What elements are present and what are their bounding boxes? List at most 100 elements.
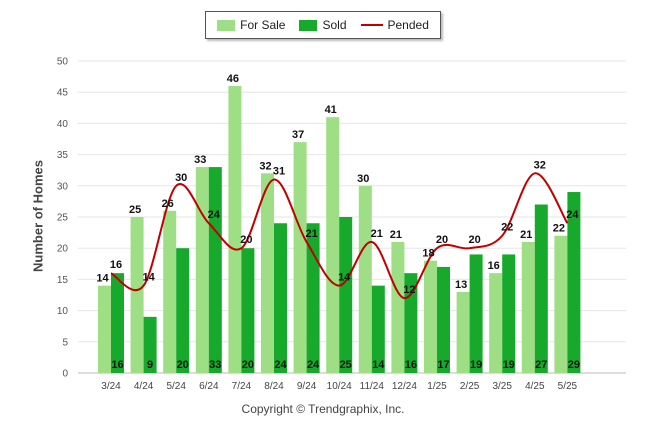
label-pended: 24 (566, 209, 579, 221)
x-tick-label: 3/24 (101, 381, 121, 392)
label-for-sale: 22 (553, 223, 565, 235)
label-for-sale: 13 (455, 279, 467, 291)
x-tick-label: 5/25 (558, 381, 578, 392)
bar-for-sale[interactable] (293, 142, 307, 373)
bar-sold[interactable] (274, 223, 287, 373)
label-for-sale: 30 (357, 173, 369, 185)
label-pended: 31 (273, 166, 285, 178)
bar-sold[interactable] (176, 248, 190, 373)
bar-for-sale[interactable] (554, 235, 568, 373)
y-axis-title: Number of Homes (30, 160, 46, 272)
y-tick-label: 40 (57, 119, 69, 130)
label-sold: 17 (437, 359, 449, 371)
bar-sold[interactable] (208, 167, 222, 373)
x-tick-label: 2/25 (460, 381, 480, 392)
label-for-sale: 25 (129, 204, 141, 216)
bar-for-sale[interactable] (195, 167, 209, 373)
legend-item-sold[interactable]: Sold (299, 18, 347, 32)
label-sold: 16 (111, 359, 123, 371)
label-sold: 24 (274, 359, 287, 371)
bar-sold[interactable] (437, 266, 450, 373)
x-tick-label: 6/24 (199, 381, 219, 392)
bar-for-sale[interactable] (358, 185, 372, 373)
label-for-sale: 21 (390, 229, 402, 241)
label-pended: 20 (240, 234, 252, 246)
y-tick-label: 35 (57, 150, 69, 161)
bar-for-sale[interactable] (228, 85, 242, 374)
legend-item-for-sale[interactable]: For Sale (217, 18, 285, 32)
label-for-sale: 37 (292, 129, 304, 141)
y-tick-label: 0 (62, 369, 68, 380)
label-pended: 14 (142, 272, 155, 284)
data-labels: 1416162591426203033332446202032243137242… (96, 73, 580, 371)
x-axis-tick-labels: 3/24 4/24 5/24 6/24 7/24 8/24 9/24 10/24 11/24 12… (101, 381, 577, 392)
x-tick-label: 12/24 (392, 381, 417, 392)
bar-sold[interactable] (567, 192, 581, 373)
bar-for-sale[interactable] (521, 241, 535, 373)
bar-sold[interactable] (371, 285, 385, 373)
sold-swatch-icon (299, 19, 318, 31)
label-pended: 30 (175, 172, 187, 184)
bar-sold[interactable] (502, 254, 516, 373)
bar-sold[interactable] (469, 254, 483, 373)
label-sold: 20 (242, 359, 254, 371)
label-for-sale: 32 (259, 160, 271, 172)
bar-sold[interactable] (339, 217, 353, 373)
y-tick-label: 15 (57, 275, 69, 286)
label-for-sale: 26 (162, 198, 174, 210)
label-sold: 20 (177, 359, 189, 371)
label-sold: 19 (470, 359, 482, 371)
label-pended: 20 (436, 234, 448, 246)
bar-for-sale[interactable] (130, 217, 144, 373)
bar-sold[interactable] (241, 248, 255, 373)
label-for-sale: 18 (422, 248, 434, 260)
x-tick-label: 10/24 (327, 381, 352, 392)
label-sold: 29 (568, 359, 580, 371)
x-tick-label: 7/24 (232, 381, 252, 392)
label-sold: 24 (307, 359, 320, 371)
label-for-sale: 41 (325, 104, 337, 116)
pended-line-layer (110, 172, 569, 300)
label-for-sale: 33 (194, 154, 206, 166)
label-pended: 16 (110, 259, 122, 271)
legend-item-pended[interactable]: Pended (360, 18, 429, 32)
label-sold: 19 (503, 359, 515, 371)
y-tick-label: 45 (57, 88, 69, 99)
label-for-sale: 16 (488, 260, 500, 272)
bar-for-sale[interactable] (456, 291, 470, 373)
pended-line[interactable] (110, 172, 569, 300)
bar-for-sale[interactable] (98, 285, 111, 373)
x-tick-label: 1/25 (427, 381, 447, 392)
y-tick-label: 50 (57, 57, 69, 68)
bar-for-sale[interactable] (326, 117, 340, 373)
bar-for-sale[interactable] (424, 260, 437, 373)
label-pended: 21 (371, 228, 383, 240)
label-sold: 16 (405, 359, 417, 371)
label-pended: 14 (338, 272, 351, 284)
x-tick-label: 4/25 (525, 381, 545, 392)
for-sale-swatch-icon (217, 19, 236, 31)
bar-for-sale[interactable] (489, 273, 503, 373)
label-sold: 27 (535, 359, 547, 371)
bar-sold[interactable] (111, 273, 124, 373)
copyright-footer: Copyright © Trendgraphix, Inc. (241, 402, 405, 416)
label-pended: 20 (468, 234, 480, 246)
bar-sold[interactable] (534, 204, 548, 373)
bar-for-sale[interactable] (261, 173, 274, 373)
x-tick-label: 9/24 (297, 381, 317, 392)
bar-sold[interactable] (143, 316, 157, 373)
bar-for-sale[interactable] (391, 241, 405, 373)
label-pended: 22 (501, 222, 513, 234)
x-tick-label: 5/24 (166, 381, 186, 392)
label-sold: 33 (209, 359, 221, 371)
bar-for-sale[interactable] (163, 210, 177, 373)
x-tick-label: 11/24 (360, 381, 385, 392)
label-sold: 14 (372, 359, 385, 371)
x-tick-label: 4/24 (134, 381, 154, 392)
label-pended: 21 (305, 228, 317, 240)
legend-label-sold: Sold (322, 18, 347, 32)
pended-line-icon (360, 24, 383, 26)
label-pended: 32 (534, 159, 546, 171)
label-for-sale: 21 (520, 229, 532, 241)
